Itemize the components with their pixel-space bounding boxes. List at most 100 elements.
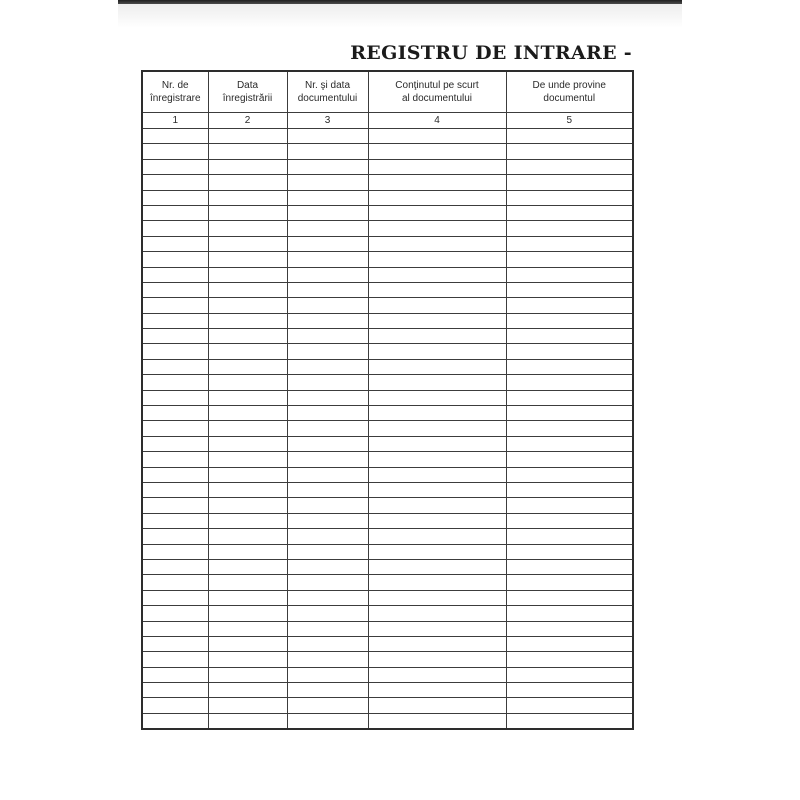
empty-row — [141, 451, 634, 468]
empty-cell — [286, 589, 369, 607]
empty-cell — [505, 158, 634, 176]
empty-cell — [207, 558, 288, 576]
empty-cell — [207, 605, 288, 622]
column-header-nr-inregistrare: Nr. de înregistrare — [141, 70, 209, 113]
empty-cell — [367, 204, 507, 222]
empty-row — [141, 235, 634, 253]
empty-cell — [286, 281, 369, 299]
empty-cell — [505, 497, 634, 514]
empty-cell — [505, 512, 634, 530]
empty-cell — [141, 220, 209, 237]
empty-cell — [367, 697, 507, 714]
empty-cell — [286, 405, 369, 422]
empty-cell — [207, 528, 288, 545]
empty-cell — [207, 635, 288, 653]
empty-cell — [286, 389, 369, 407]
empty-cell — [505, 543, 634, 560]
empty-cell — [141, 682, 209, 699]
empty-cell — [207, 574, 288, 591]
empty-cell — [367, 543, 507, 560]
empty-cell — [367, 405, 507, 422]
empty-row — [141, 682, 634, 699]
empty-cell — [505, 574, 634, 591]
empty-cell — [367, 235, 507, 253]
empty-cell — [141, 266, 209, 283]
empty-cell — [505, 435, 634, 453]
empty-cell — [207, 281, 288, 299]
empty-cell — [505, 251, 634, 268]
empty-cell — [367, 651, 507, 668]
empty-cell — [367, 343, 507, 360]
empty-cell — [207, 374, 288, 391]
column-header-data-inregistrarii: Data înregistrării — [207, 70, 288, 113]
empty-cell — [207, 127, 288, 145]
scan-edge-fade — [118, 4, 682, 28]
empty-cell — [367, 666, 507, 684]
empty-row — [141, 481, 634, 499]
empty-cell — [367, 466, 507, 483]
empty-cell — [367, 497, 507, 514]
empty-cell — [367, 620, 507, 637]
empty-cell — [505, 220, 634, 237]
empty-row — [141, 497, 634, 514]
empty-row — [141, 605, 634, 622]
empty-cell — [505, 204, 634, 222]
empty-cell — [141, 158, 209, 176]
column-header-provenienta: De unde provine documentul — [505, 70, 634, 113]
empty-cell — [141, 143, 209, 160]
empty-cell — [207, 251, 288, 268]
empty-row — [141, 312, 634, 330]
empty-row — [141, 635, 634, 653]
empty-cell — [141, 189, 209, 206]
empty-cell — [286, 543, 369, 560]
empty-row — [141, 266, 634, 283]
empty-cell — [141, 589, 209, 607]
empty-cell — [286, 605, 369, 622]
empty-cell — [367, 328, 507, 345]
empty-cell — [207, 389, 288, 407]
empty-cell — [207, 589, 288, 607]
empty-cell — [286, 528, 369, 545]
empty-cell — [505, 605, 634, 622]
empty-cell — [207, 466, 288, 483]
empty-cell — [286, 420, 369, 437]
empty-cell — [286, 635, 369, 653]
empty-cell — [286, 358, 369, 376]
empty-cell — [367, 374, 507, 391]
empty-cell — [207, 666, 288, 684]
empty-cell — [505, 712, 634, 730]
column-header-nr-data-documentului: Nr. şi data documentului — [286, 70, 369, 113]
empty-cell — [505, 389, 634, 407]
empty-cell — [141, 174, 209, 191]
empty-cell — [286, 297, 369, 314]
empty-cell — [286, 651, 369, 668]
empty-cell — [141, 297, 209, 314]
empty-cell — [141, 374, 209, 391]
empty-row — [141, 189, 634, 206]
empty-cell — [286, 328, 369, 345]
empty-cell — [286, 343, 369, 360]
empty-cell — [286, 266, 369, 283]
empty-cell — [367, 297, 507, 314]
column-number-2: 2 — [207, 112, 288, 129]
empty-row — [141, 374, 634, 391]
empty-row — [141, 297, 634, 314]
empty-row — [141, 574, 634, 591]
empty-cell — [505, 589, 634, 607]
register-title: REGISTRU DE INTRARE - — [350, 42, 632, 64]
empty-cell — [505, 328, 634, 345]
empty-cell — [505, 682, 634, 699]
empty-cell — [367, 574, 507, 591]
empty-cell — [286, 666, 369, 684]
empty-cell — [505, 297, 634, 314]
empty-cell — [505, 528, 634, 545]
table-body — [141, 127, 634, 730]
empty-cell — [286, 435, 369, 453]
empty-cell — [367, 558, 507, 576]
empty-cell — [505, 374, 634, 391]
empty-cell — [286, 620, 369, 637]
column-number-3: 3 — [286, 112, 369, 129]
empty-cell — [207, 697, 288, 714]
empty-cell — [367, 512, 507, 530]
empty-row — [141, 435, 634, 453]
